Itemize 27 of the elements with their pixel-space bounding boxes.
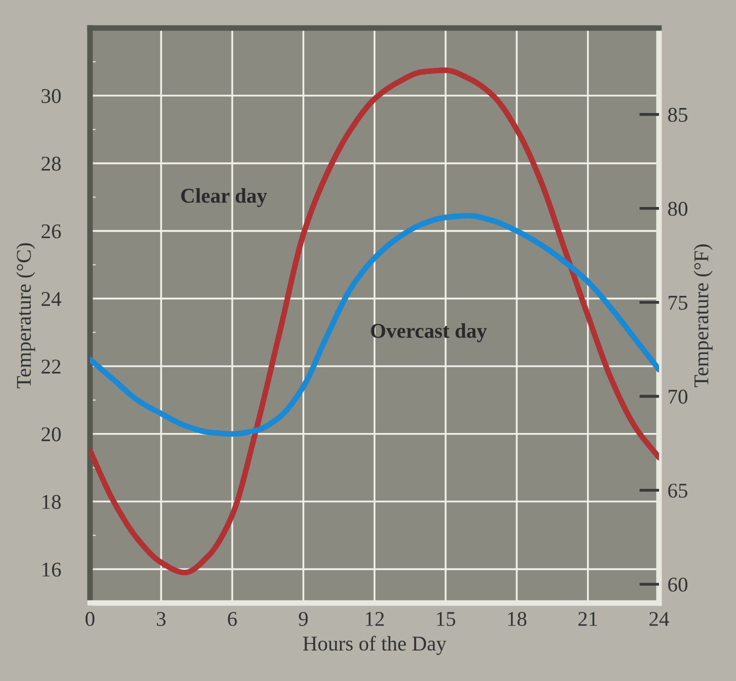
x-tick-label: 21 [578, 612, 598, 626]
y2-axis-title: Temperature (°F) [694, 244, 713, 388]
x-tick-label: 12 [366, 612, 384, 626]
y2-tick-label: 60 [668, 578, 688, 592]
x-tick-label: 24 [650, 612, 670, 626]
y-axis-title: Temperature (°C) [16, 243, 36, 388]
x-tick-label: 3 [156, 612, 166, 626]
y2-tick-label: 75 [668, 296, 688, 310]
y-tick-label: 16 [42, 562, 61, 577]
x-tick-label: 9 [298, 612, 308, 626]
y-tick-label: 18 [42, 494, 61, 509]
x-tick-label: 15 [437, 612, 456, 626]
y2-tick-label: 70 [668, 390, 688, 404]
x-tick-label: 18 [508, 612, 526, 626]
y-tick-label: 20 [42, 427, 61, 442]
y2-tick-label: 85 [668, 108, 688, 122]
y-tick-label: 30 [42, 89, 61, 104]
y2-tick-label: 65 [668, 484, 688, 498]
x-tick-label: 0 [86, 612, 94, 626]
y-tick-label: 26 [42, 224, 61, 238]
y-tick-label: 22 [42, 360, 60, 374]
text: Clear day [181, 188, 268, 208]
y-tick-label: 28 [42, 156, 61, 171]
x-tick-label: 6 [228, 612, 237, 626]
x-axis-title: Hours of the Day [303, 636, 446, 655]
y2-tick-label: 80 [668, 202, 688, 216]
y-tick-label: 24 [42, 292, 62, 306]
